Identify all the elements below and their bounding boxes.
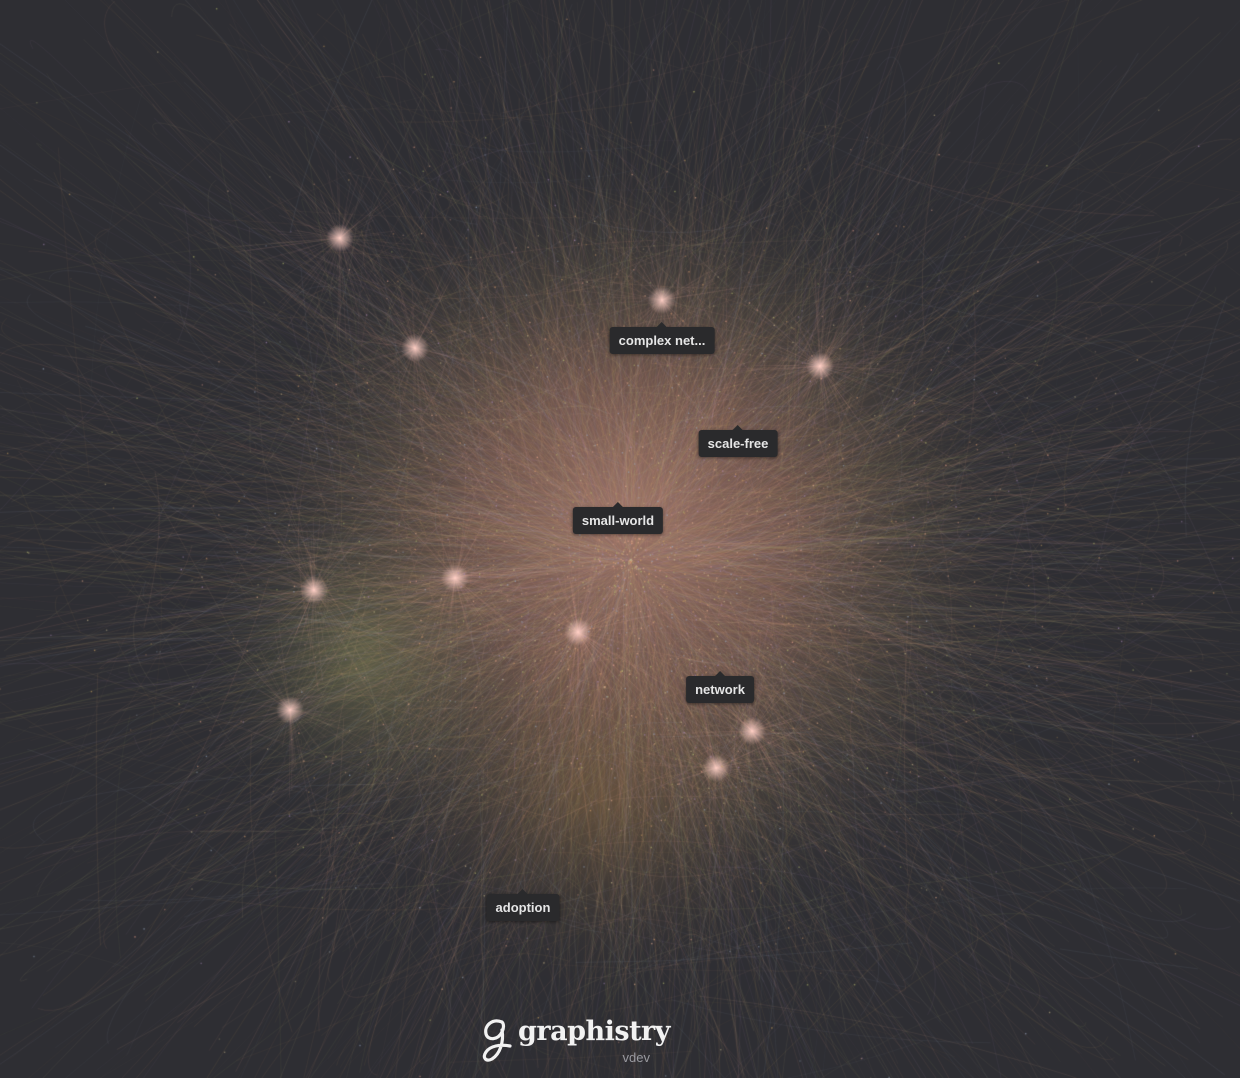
point-label-adoption[interactable]: adoption <box>486 889 560 921</box>
label-pointer <box>656 322 667 327</box>
point-label-network[interactable]: network <box>686 671 754 703</box>
graphistry-logo: graphistry vdev <box>480 1014 670 1070</box>
point-label-text: small-world <box>581 513 655 528</box>
label-pointer <box>715 671 725 676</box>
point-label-complex-networks[interactable]: complex net... <box>609 322 715 354</box>
point-label-text: network <box>695 682 745 697</box>
graphistry-brand-text: graphistry <box>518 1016 670 1047</box>
version-text: vdev <box>622 1050 650 1065</box>
point-label-text: complex net... <box>618 333 706 348</box>
label-pointer <box>733 425 743 430</box>
label-pointer <box>517 889 528 894</box>
point-label-text: adoption <box>495 900 551 915</box>
point-label-small-world[interactable]: small-world <box>572 502 664 534</box>
label-pointer <box>613 502 623 507</box>
graphistry-logo-icon <box>482 1019 512 1062</box>
point-label-text: scale-free <box>707 436 769 451</box>
point-label-scale-free[interactable]: scale-free <box>698 425 778 457</box>
